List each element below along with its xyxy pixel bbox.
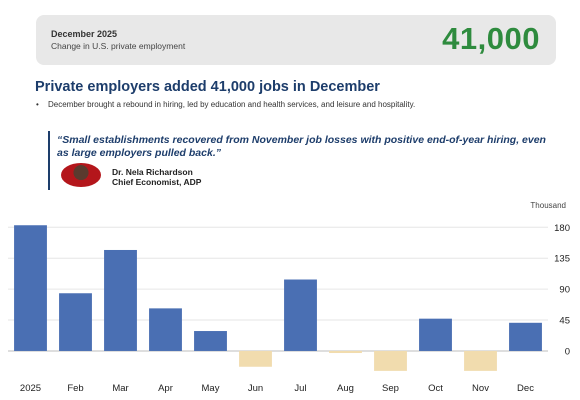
quote-bar bbox=[48, 131, 50, 190]
x-tick-label: Feb bbox=[67, 383, 83, 394]
x-tick-label: Sep bbox=[382, 383, 399, 394]
quote-text: “Small establishments recovered from Nov… bbox=[57, 134, 546, 159]
y-tick-label: 180 bbox=[554, 223, 570, 234]
y-tick-label: 45 bbox=[559, 316, 570, 327]
x-tick-label: Apr bbox=[158, 383, 173, 394]
y-tick-label: 0 bbox=[565, 346, 570, 357]
person-name: Dr. Nela Richardson bbox=[112, 167, 193, 177]
bullet-text: December brought a rebound in hiring, le… bbox=[48, 100, 416, 109]
y-tick-label: 135 bbox=[554, 254, 570, 265]
x-tick-label: May bbox=[202, 383, 220, 394]
x-tick-label: Mar bbox=[112, 383, 128, 394]
x-axis: 2025 Feb Mar Apr May Jun Jul Aug Sep Oct Nov Dec bbox=[20, 383, 534, 394]
bar-aug bbox=[329, 350, 362, 354]
headline: Private employers added 41,000 jobs in D… bbox=[35, 79, 380, 95]
bar-nov bbox=[464, 350, 497, 371]
person-title: Chief Economist, ADP bbox=[112, 177, 202, 187]
y-tick-label: 90 bbox=[559, 285, 570, 296]
bar-jul bbox=[284, 279, 317, 351]
highlight-banner: December 2025 Change in U.S. private emp… bbox=[36, 15, 556, 65]
bar-oct bbox=[419, 318, 452, 351]
bar-jun bbox=[239, 350, 272, 367]
bar-chart: Thousand 0 45 90 135 180 2025 Feb Mar Apr May Jun… bbox=[8, 201, 570, 394]
avatar bbox=[61, 163, 101, 187]
x-tick-label: Oct bbox=[428, 383, 443, 394]
bar-may bbox=[194, 331, 227, 351]
y-axis: 0 45 90 135 180 bbox=[554, 223, 570, 358]
bar-layer bbox=[14, 225, 542, 371]
x-tick-label: Dec bbox=[517, 383, 534, 394]
bar-feb bbox=[59, 293, 92, 351]
bullet-dot-icon: • bbox=[36, 100, 39, 109]
x-tick-label: 2025 bbox=[20, 383, 41, 394]
grid-layer bbox=[8, 226, 548, 352]
banner-value: 41,000 bbox=[442, 21, 540, 56]
bar-apr bbox=[149, 308, 182, 351]
chart-unit-label: Thousand bbox=[530, 201, 566, 210]
x-tick-label: Aug bbox=[337, 383, 354, 394]
x-tick-label: Nov bbox=[472, 383, 489, 394]
x-tick-label: Jul bbox=[294, 383, 306, 394]
bar-sep bbox=[374, 350, 407, 371]
x-tick-label: Jun bbox=[248, 383, 263, 394]
bar-mar bbox=[104, 249, 137, 351]
bar-2025 bbox=[14, 225, 47, 351]
banner-month: December 2025 bbox=[51, 29, 118, 39]
bar-dec bbox=[509, 322, 542, 351]
banner-subtitle: Change in U.S. private employment bbox=[51, 41, 186, 51]
